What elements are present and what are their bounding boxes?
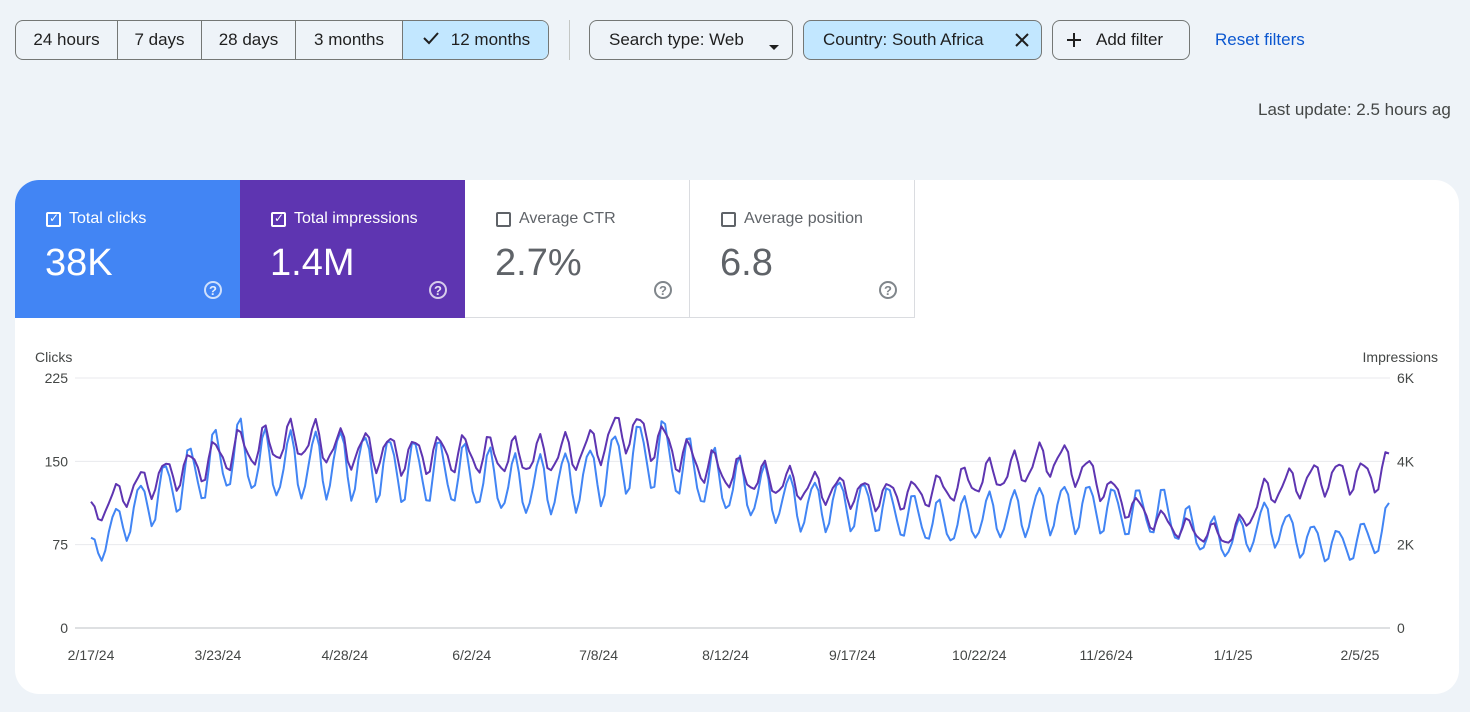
- metric-label: Average CTR: [519, 210, 616, 227]
- dropdown-arrow-icon: [768, 37, 780, 57]
- y-right-tick-label: 2K: [1397, 537, 1415, 553]
- y-left-axis-label: Clicks: [35, 349, 72, 365]
- x-tick-label: 2/17/24: [68, 647, 115, 663]
- range-28-days[interactable]: 28 days: [202, 21, 296, 59]
- close-icon[interactable]: [1014, 32, 1030, 53]
- x-tick-label: 3/23/24: [195, 647, 242, 663]
- chart-lines: [90, 416, 1390, 563]
- metric-value: 6.8: [720, 242, 773, 284]
- help-icon[interactable]: ?: [204, 281, 222, 299]
- y-right-tick-label: 4K: [1397, 453, 1415, 469]
- metric-value: 1.4M: [270, 242, 355, 284]
- metric-average-ctr[interactable]: Average CTR 2.7% ?: [465, 180, 690, 318]
- metric-total-impressions[interactable]: ✓ Total impressions 1.4M ?: [240, 180, 465, 318]
- range-label: 7 days: [134, 30, 185, 49]
- metric-label: Total clicks: [69, 210, 147, 227]
- range-label: 12 months: [450, 30, 531, 49]
- country-filter-chip[interactable]: Country: South Africa: [803, 20, 1042, 60]
- y-left-tick-label: 225: [45, 370, 69, 386]
- x-tick-label: 6/2/24: [452, 647, 491, 663]
- x-tick-label: 10/22/24: [952, 647, 1007, 663]
- x-tick-label: 4/28/24: [321, 647, 368, 663]
- y-left-tick-label: 75: [52, 537, 68, 553]
- check-icon: [421, 30, 443, 51]
- y-left-tick-label: 0: [60, 620, 68, 636]
- metric-average-position[interactable]: Average position 6.8 ?: [690, 180, 915, 318]
- performance-card: ✓ Total clicks 38K ? ✓ Total impressions…: [15, 180, 1459, 694]
- metric-value: 38K: [45, 242, 113, 284]
- range-3-months[interactable]: 3 months: [296, 21, 403, 59]
- range-label: 28 days: [218, 30, 279, 49]
- metric-value: 2.7%: [495, 242, 582, 284]
- range-7-days[interactable]: 7 days: [118, 21, 202, 59]
- x-tick-label: 7/8/24: [579, 647, 618, 663]
- range-24-hours[interactable]: 24 hours: [16, 21, 118, 59]
- x-tick-label: 11/26/24: [1079, 647, 1133, 663]
- checkbox-unchecked-icon: [721, 212, 736, 227]
- x-tick-label: 8/12/24: [702, 647, 749, 663]
- search-type-label: Search type: Web: [609, 30, 744, 49]
- toolbar-divider: [569, 20, 570, 60]
- y-right-axis-label: Impressions: [1363, 349, 1438, 365]
- impressions-series-line: [90, 416, 1390, 544]
- date-range-selector: 24 hours 7 days 28 days 3 months 12 mont…: [15, 20, 549, 60]
- help-icon[interactable]: ?: [879, 281, 897, 299]
- checkbox-unchecked-icon: [496, 212, 511, 227]
- search-type-dropdown[interactable]: Search type: Web: [589, 20, 793, 60]
- checkbox-checked-icon: ✓: [271, 211, 286, 227]
- add-filter-button[interactable]: Add filter: [1052, 20, 1190, 60]
- help-icon[interactable]: ?: [429, 281, 447, 299]
- reset-filters-link[interactable]: Reset filters: [1215, 30, 1305, 49]
- metric-total-clicks[interactable]: ✓ Total clicks 38K ?: [15, 180, 240, 318]
- metric-label: Total impressions: [294, 210, 418, 227]
- y-right-tick-label: 6K: [1397, 370, 1415, 386]
- x-tick-label: 2/5/25: [1341, 647, 1380, 663]
- chart-grid: [75, 377, 1390, 629]
- help-icon[interactable]: ?: [654, 281, 672, 299]
- range-12-months[interactable]: 12 months: [403, 21, 548, 59]
- filter-toolbar: 24 hours 7 days 28 days 3 months 12 mont…: [0, 0, 1470, 80]
- range-label: 24 hours: [33, 30, 100, 49]
- metric-label: Average position: [744, 210, 863, 227]
- y-left-tick-label: 150: [45, 453, 69, 469]
- last-update-text: Last update: 2.5 hours ag: [1258, 100, 1451, 119]
- y-right-tick-label: 0: [1397, 620, 1405, 636]
- checkbox-checked-icon: ✓: [46, 211, 61, 227]
- add-icon: [1066, 32, 1082, 53]
- add-filter-label: Add filter: [1096, 30, 1164, 49]
- country-filter-label: Country: South Africa: [823, 30, 984, 49]
- x-tick-label: 1/1/25: [1214, 647, 1253, 663]
- performance-chart[interactable]: Clicks Impressions 2251507506K4K2K02/17/…: [15, 180, 1459, 694]
- range-label: 3 months: [314, 30, 384, 49]
- x-tick-label: 9/17/24: [829, 647, 876, 663]
